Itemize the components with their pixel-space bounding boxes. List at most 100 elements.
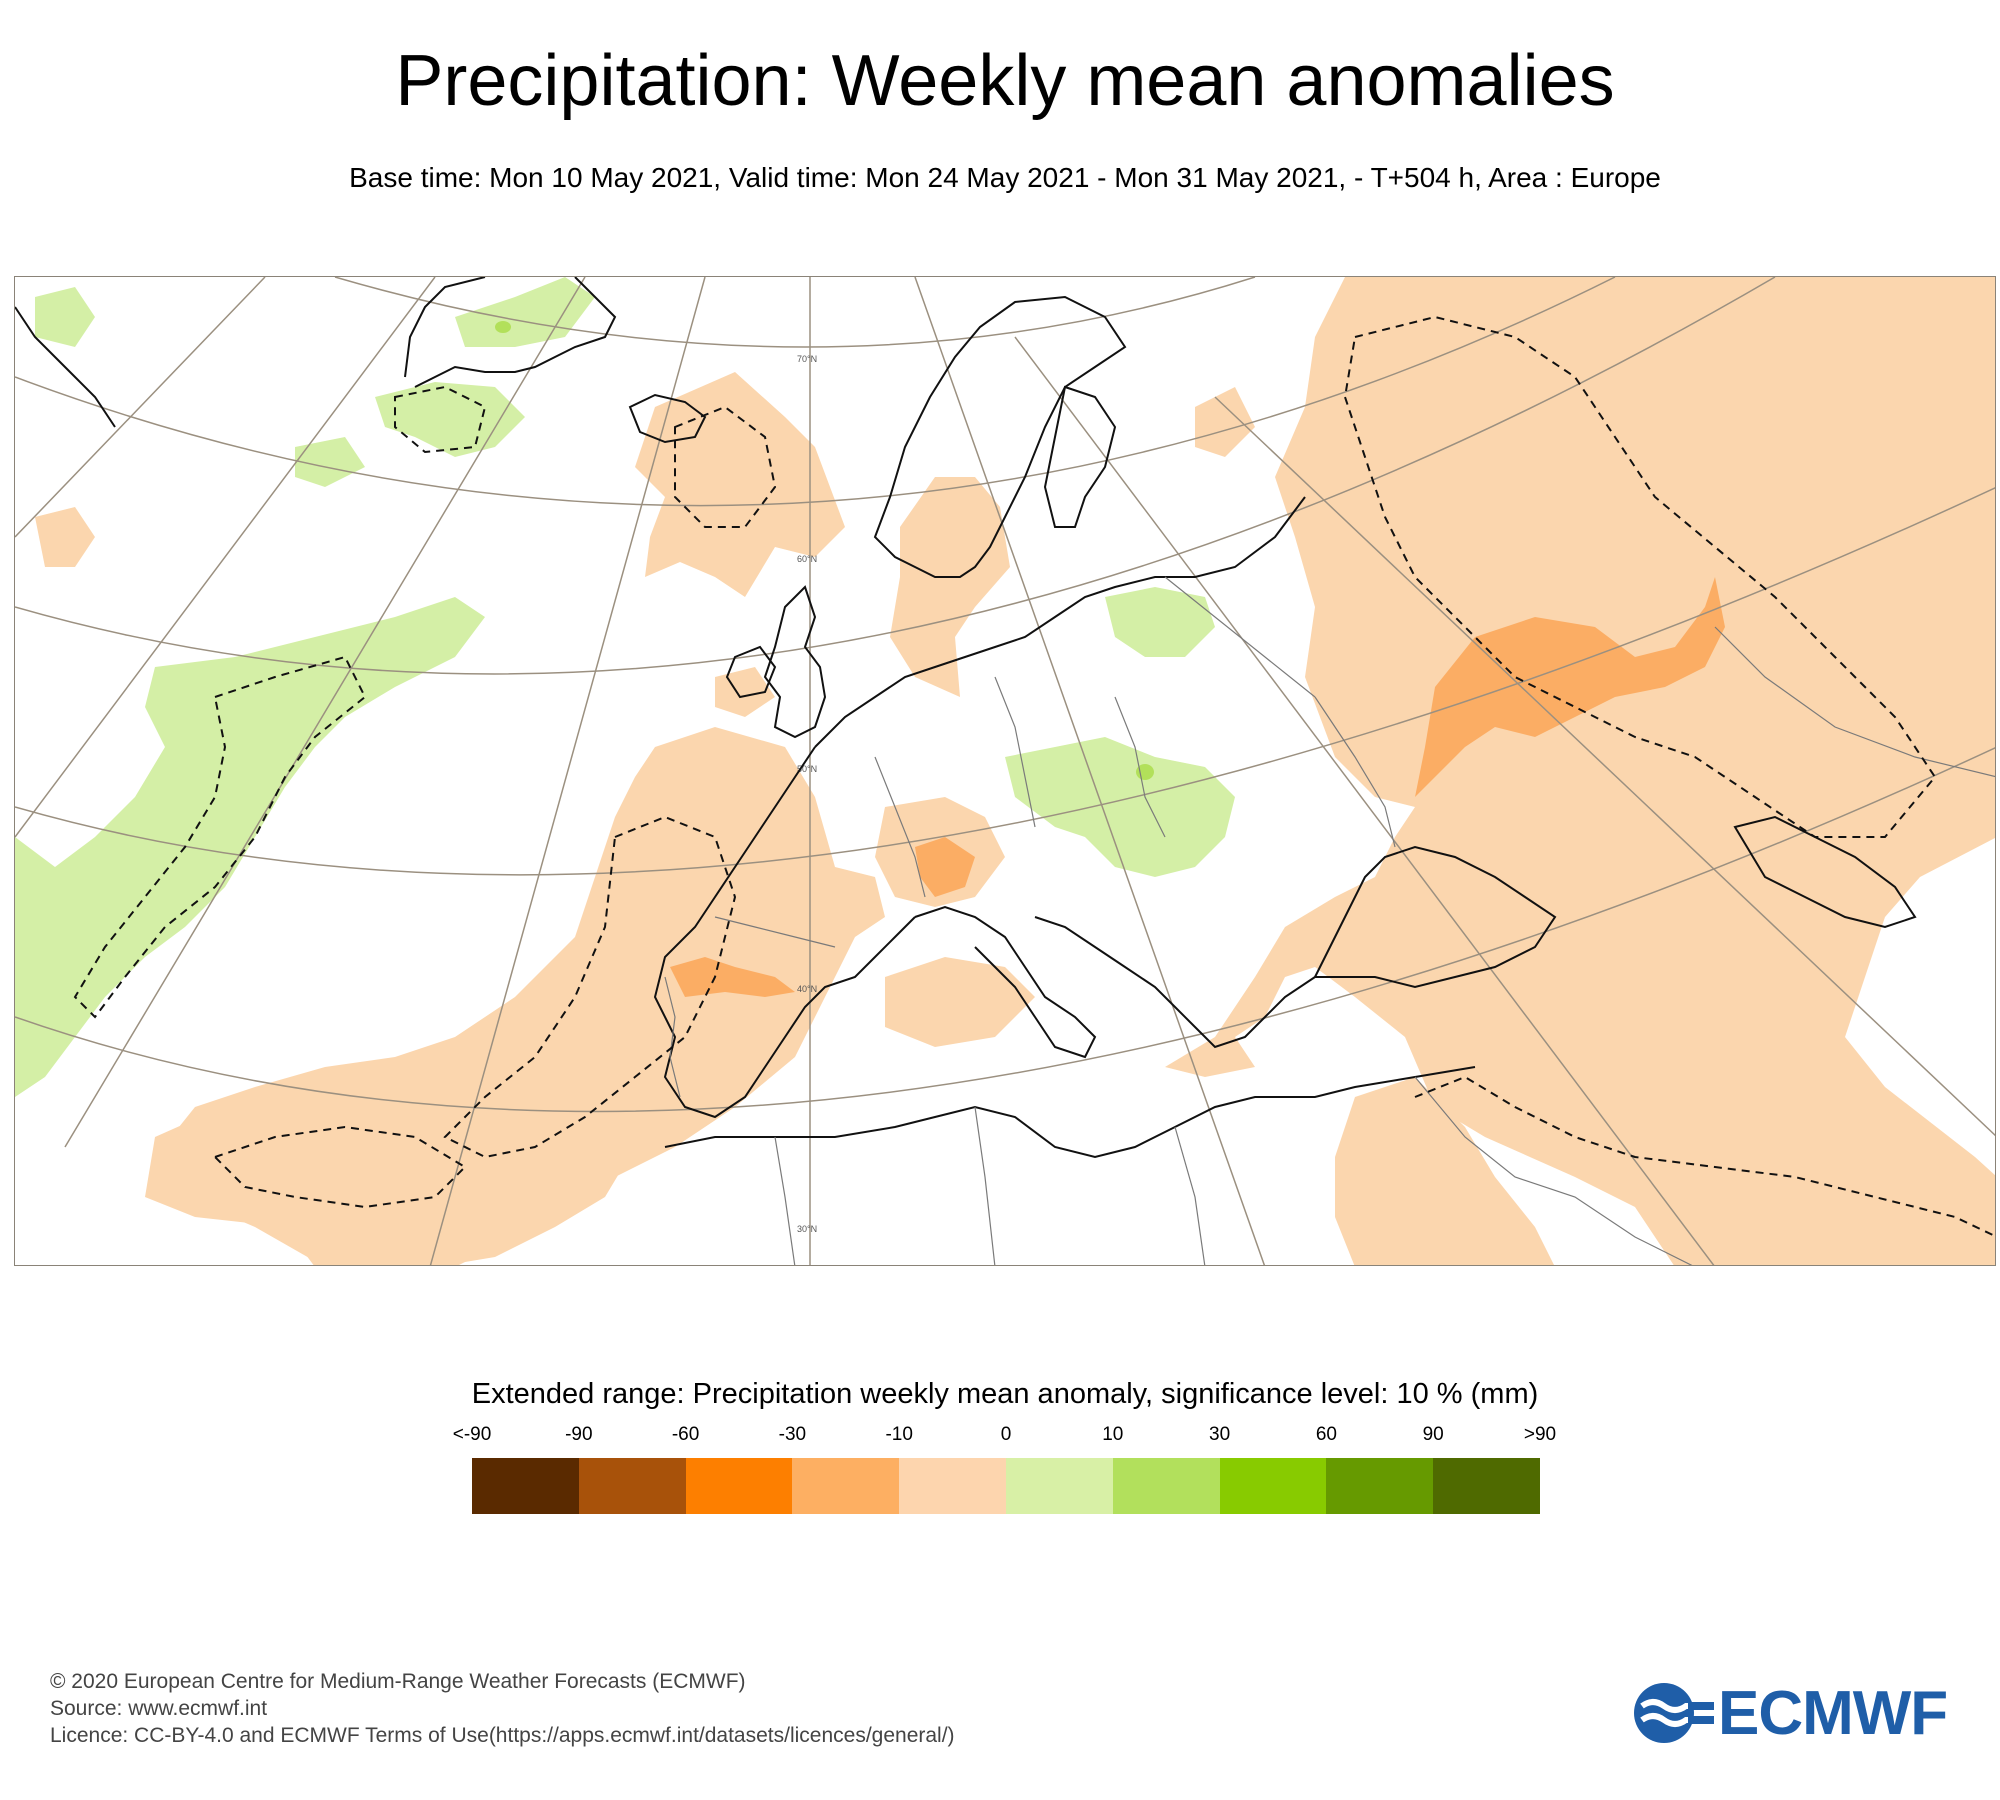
significance-contour-north-atlantic	[674, 405, 777, 528]
legend-tick-label: 60	[1315, 1424, 1337, 1445]
dry-area-levant	[1335, 1077, 1554, 1265]
legend-tick-label: -30	[778, 1424, 807, 1445]
footer: © 2020 European Centre for Medium-Range …	[50, 1668, 955, 1749]
footer-copyright: © 2020 European Centre for Medium-Range …	[50, 1670, 746, 1693]
border-poland-ukraine	[1114, 696, 1166, 838]
chart-subtitle: Base time: Mon 10 May 2021, Valid time: …	[349, 162, 1661, 193]
coastline-greenland	[404, 277, 617, 388]
legend-tick-label: -60	[671, 1424, 700, 1445]
dry-medium-anomaly-areas	[670, 577, 1725, 997]
dry-area-baltic	[1195, 387, 1255, 457]
lat-label-70: 70°N	[797, 354, 817, 364]
latitude-line-50	[15, 277, 1776, 675]
chart-title: Precipitation: Weekly mean anomalies	[395, 41, 1615, 121]
coastline-ireland	[725, 645, 777, 699]
country-borders	[664, 576, 1995, 1265]
wet-area-iceland-north	[455, 277, 595, 347]
graticule	[15, 277, 1995, 1265]
legend-tick-label: >90	[1523, 1424, 1557, 1445]
ecmwf-logo-text: ECMWF	[1718, 1678, 1948, 1748]
dry-area-east-europe	[1165, 277, 1995, 1265]
coastline-finland	[1043, 385, 1117, 528]
dry-anomaly-areas	[35, 277, 1995, 1265]
significance-contour-iberia	[443, 815, 737, 1159]
map-canvas: 70°N 60°N 50°N 40°N 30°N	[15, 277, 1995, 1265]
border-central-asia	[1714, 626, 1995, 778]
coastline-continental-west	[814, 496, 1306, 748]
dry-area-mediterranean	[885, 957, 1035, 1047]
coastline-north-africa	[664, 1066, 1476, 1159]
legend-swatch	[1433, 1458, 1540, 1514]
coastline-caspian	[1733, 815, 1917, 929]
latitude-line-60	[15, 277, 1616, 507]
anomaly-map: 70°N 60°N 50°N 40°N 30°N	[14, 276, 1996, 1266]
meridian-10e	[914, 277, 1266, 1265]
legend-swatch	[1112, 1458, 1220, 1514]
coastline-italy	[914, 905, 1097, 1059]
wet-medium-area-iceland	[495, 321, 511, 333]
border-france-germany	[874, 756, 926, 898]
border-baltics-russia	[1164, 576, 1316, 698]
wet-area-central-europe	[1005, 737, 1235, 877]
latitude-line-70	[334, 277, 1256, 348]
legend-title: Extended range: Precipitation weekly mea…	[471, 1378, 1539, 1410]
legend-tick-label: 30	[1209, 1424, 1231, 1445]
footer-licence: Licence: CC-BY-4.0 and ECMWF Terms of Us…	[50, 1724, 955, 1747]
coastline-norway-sweden	[873, 295, 1127, 578]
border-germany-poland	[994, 676, 1036, 828]
border-spain-france	[714, 916, 836, 948]
dry-area-ireland	[715, 667, 775, 717]
wet-area-poland	[1105, 587, 1215, 657]
coastline-great-britain	[763, 585, 827, 739]
significance-contour-greenland-sea	[394, 385, 487, 454]
wet-medium-anomaly-areas	[495, 321, 1154, 780]
legend-swatch	[578, 1458, 686, 1514]
coastline-black-sea	[1313, 845, 1557, 989]
significance-contour-middle-east	[1414, 1075, 1995, 1238]
coastlines	[15, 277, 1917, 1159]
dry-area-west-atlantic-patch	[35, 507, 95, 567]
legend-swatch	[685, 1458, 793, 1514]
wet-area-greenland-sea	[375, 382, 525, 457]
legend-swatch	[899, 1458, 1006, 1514]
legend-swatch	[472, 1458, 579, 1514]
border-spain-portugal	[664, 976, 681, 1098]
legend-swatch	[792, 1458, 900, 1514]
significance-contour-east	[1343, 315, 1937, 838]
wet-area-mid-atlantic	[15, 597, 485, 1097]
dry-medium-area-iberia-north	[670, 957, 795, 997]
wet-area-west-atlantic	[295, 437, 365, 487]
legend-tick-label: 90	[1422, 1424, 1444, 1445]
wet-area-labrador	[35, 287, 95, 347]
legend-swatch	[1326, 1458, 1434, 1514]
latitude-line-30	[15, 747, 1995, 1113]
legend-swatch	[1219, 1458, 1327, 1514]
legend-tick-label: <-90	[452, 1424, 492, 1445]
legend-tick-label: -90	[565, 1424, 593, 1445]
meridian-30w	[15, 277, 436, 838]
border-middle-east	[1414, 1076, 1693, 1265]
significance-contours	[73, 315, 1995, 1238]
legend-ticks: <-90 -90 -60 -30 -10 0 10 30 60 90 >90	[453, 1424, 1556, 1450]
significance-contour-atlantic	[73, 655, 367, 1019]
border-ukraine-russia	[1314, 696, 1396, 848]
meridian-20w	[64, 277, 586, 1148]
coastline-france-iberia	[653, 746, 916, 1119]
meridian-20e	[1014, 336, 1715, 1265]
dry-medium-area-alps-west	[915, 837, 975, 897]
lat-label-60: 60°N	[797, 554, 817, 564]
lat-label-30: 30°N	[797, 1224, 817, 1234]
coastline-balkans-greece	[1034, 916, 1316, 1049]
latitude-line-40	[15, 487, 1995, 876]
ecmwf-logo-icon	[1634, 1683, 1714, 1743]
latitude-labels: 70°N 60°N 50°N 40°N 30°N	[797, 354, 817, 1234]
footer-source: Source: www.ecmwf.int	[50, 1697, 268, 1720]
dry-area-north-atlantic	[635, 372, 845, 597]
lat-label-40: 40°N	[797, 984, 817, 994]
legend-tick-label: 10	[1102, 1424, 1124, 1445]
meridian-40w	[15, 277, 266, 538]
coastline-iceland	[628, 393, 707, 444]
dry-area-scandinavia	[890, 477, 1010, 697]
meridian-30e	[1214, 396, 1995, 1137]
significance-contour-north-africa	[213, 1125, 467, 1209]
